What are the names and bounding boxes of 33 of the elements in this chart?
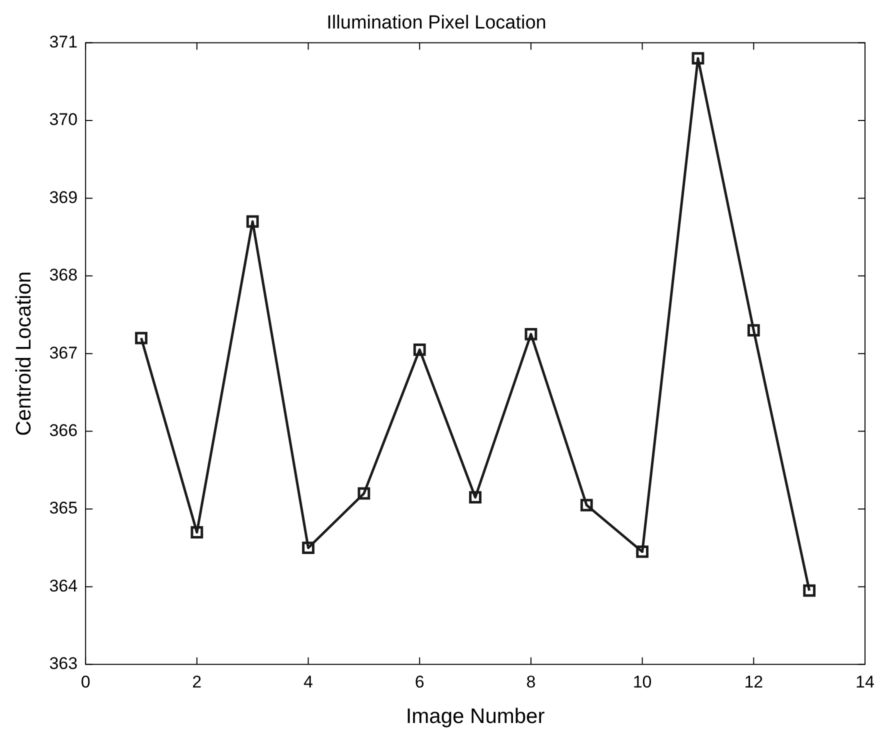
chart-title: Illumination Pixel Location bbox=[326, 12, 546, 34]
y-tick-label: 365 bbox=[49, 498, 78, 518]
y-tick-label: 369 bbox=[49, 188, 78, 207]
y-tick-label: 363 bbox=[49, 654, 78, 674]
x-tick-label: 2 bbox=[192, 672, 202, 692]
x-tick-label: 6 bbox=[414, 672, 424, 692]
x-axis-title: Image Number bbox=[406, 705, 545, 728]
x-tick-label: 12 bbox=[744, 672, 764, 692]
point bbox=[747, 324, 760, 336]
point bbox=[580, 498, 593, 512]
y-tick-label: 366 bbox=[49, 420, 78, 440]
y-tick-label: 367 bbox=[49, 343, 78, 362]
point bbox=[302, 542, 314, 554]
point bbox=[246, 215, 259, 228]
point bbox=[413, 344, 426, 356]
point bbox=[692, 52, 704, 65]
x-tick-label: 0 bbox=[80, 672, 90, 692]
point bbox=[135, 332, 148, 344]
x-tick-label: 10 bbox=[632, 672, 652, 692]
point bbox=[524, 328, 538, 340]
x-tick-label: 4 bbox=[304, 672, 313, 692]
x-tick-label: 14 bbox=[856, 672, 874, 692]
y-axis-title: Centroid Location bbox=[12, 271, 36, 436]
y-tick-label: 371 bbox=[49, 32, 78, 52]
x-tick-label: 8 bbox=[526, 672, 536, 692]
y-tick-label: 364 bbox=[49, 576, 78, 596]
y-tick-label: 370 bbox=[49, 110, 78, 130]
y-tick-label: 368 bbox=[49, 266, 78, 285]
point bbox=[358, 487, 370, 500]
point bbox=[190, 526, 204, 539]
point bbox=[803, 584, 816, 597]
point bbox=[636, 546, 649, 558]
point bbox=[469, 491, 482, 504]
